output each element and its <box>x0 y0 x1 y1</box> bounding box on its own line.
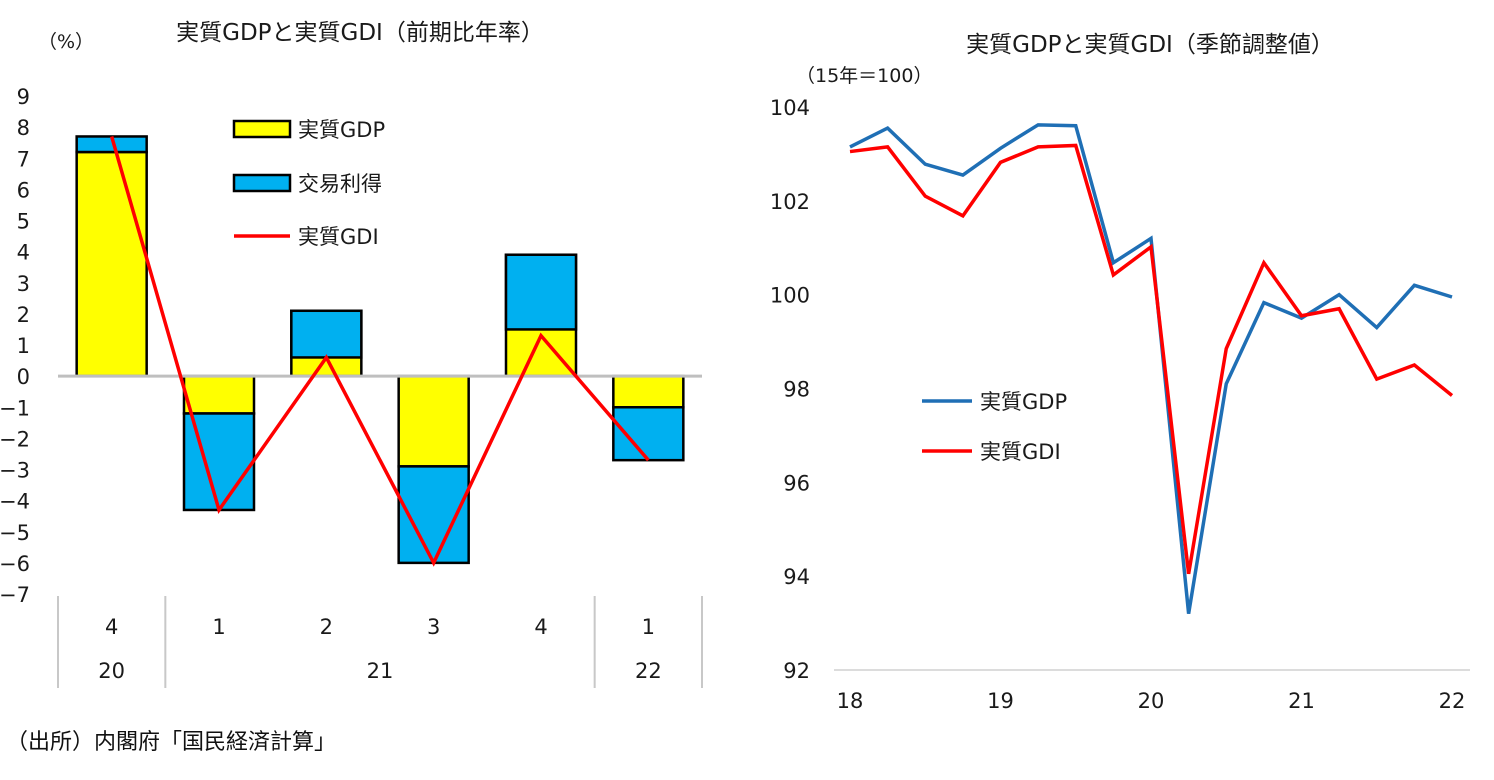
left-legend: 実質GDP 交易利得 実質GDI <box>232 118 385 249</box>
right-y-tick-label: 100 <box>770 284 810 308</box>
left-y-tick-label: −1 <box>0 396 30 420</box>
bar-gdp <box>182 374 256 415</box>
right-y-tick-label: 98 <box>783 378 810 402</box>
left-x-tick-label: 2 <box>320 615 333 639</box>
legend-label-trade-bar: 交易利得 <box>298 172 382 196</box>
left-x-tick-label: 1 <box>212 615 225 639</box>
right-y-tick-label: 96 <box>783 471 810 495</box>
right-y-tick-label: 102 <box>770 190 810 214</box>
right-x-tick-label: 18 <box>837 689 864 713</box>
right-legend: 実質GDP 実質GDI <box>922 390 1067 464</box>
bar-gdp <box>397 374 470 468</box>
legend-label-gdp-bar: 実質GDP <box>298 118 385 142</box>
left-x-year-label: 22 <box>635 659 662 683</box>
legend-label-gdi-line: 実質GDI <box>298 225 379 249</box>
left-y-unit: （%） <box>38 31 94 53</box>
left-y-tick-label: 1 <box>17 334 30 358</box>
left-chart-title: 実質GDPと実質GDI（前期比年率） <box>176 20 544 46</box>
right-y-unit: （15年＝100） <box>796 65 932 87</box>
left-x-tick-label: 1 <box>642 615 655 639</box>
legend-label-gdp-line: 実質GDP <box>980 390 1067 414</box>
left-y-tick-label: −5 <box>0 521 30 545</box>
left-y-tick-label: −4 <box>0 490 30 514</box>
left-y-tick-label: 6 <box>17 178 30 202</box>
left-x-axis: 4 1 2 3 4 1 20 21 22 <box>57 596 703 688</box>
left-y-axis-ticks: 9 8 7 6 5 4 3 2 1 0 −1 −2 −3 −4 −5 −6 −7 <box>0 85 30 607</box>
bar-trade-gain <box>290 309 363 359</box>
right-y-axis-ticks: 104 102 100 98 96 94 92 <box>770 96 810 683</box>
left-x-tick-label: 4 <box>105 615 118 639</box>
bar-gdp <box>75 150 148 378</box>
left-x-year-label: 20 <box>98 659 125 683</box>
left-y-tick-label: 7 <box>17 147 30 171</box>
left-bars <box>75 135 685 565</box>
legend-swatch-gdp-bar <box>232 119 292 139</box>
left-chart: （%） 実質GDPと実質GDI（前期比年率） 9876543210−1−2−3−… <box>0 20 703 688</box>
right-y-tick-label: 92 <box>783 659 810 683</box>
legend-swatch-trade-bar <box>232 173 292 193</box>
bar-gdp <box>612 374 685 409</box>
left-x-tick-label: 3 <box>427 615 440 639</box>
right-gdp-line <box>849 123 1453 614</box>
left-y-tick-label: 5 <box>17 210 30 234</box>
left-x-year-label: 21 <box>367 659 394 683</box>
legend-label-gdi-line-right: 実質GDI <box>980 440 1061 464</box>
left-y-tick-label: −7 <box>0 583 30 607</box>
right-x-tick-label: 19 <box>987 689 1014 713</box>
left-y-tick-label: −2 <box>0 427 30 451</box>
left-y-tick-label: 3 <box>17 272 30 296</box>
left-y-tick-label: 9 <box>17 85 30 109</box>
right-gdi-line <box>849 143 1454 575</box>
right-y-tick-label: 94 <box>783 565 810 589</box>
right-x-tick-label: 21 <box>1288 689 1315 713</box>
right-x-tick-label: 20 <box>1138 689 1165 713</box>
right-x-tick-label: 22 <box>1439 689 1466 713</box>
right-y-tick-label: 104 <box>770 96 810 120</box>
bar-trade-gain <box>504 253 578 331</box>
right-chart-title: 実質GDPと実質GDI（季節調整値） <box>966 32 1334 58</box>
right-x-axis-ticks: 18 19 20 21 22 <box>837 689 1466 713</box>
left-y-tick-label: −6 <box>0 552 30 576</box>
left-y-tick-label: −3 <box>0 459 30 483</box>
left-y-tick-label: 0 <box>17 365 30 389</box>
left-y-tick-label: 2 <box>17 303 30 327</box>
right-chart: 実質GDPと実質GDI（季節調整値） （15年＝100） 104 102 100 98… <box>770 32 1470 713</box>
left-y-tick-label: 8 <box>17 116 30 140</box>
left-y-tick-label: 4 <box>17 241 30 265</box>
left-gdi-line <box>109 135 650 567</box>
left-x-tick-label: 4 <box>534 615 547 639</box>
source-note: （出所）内閣府「国民経済計算」 <box>6 730 337 755</box>
